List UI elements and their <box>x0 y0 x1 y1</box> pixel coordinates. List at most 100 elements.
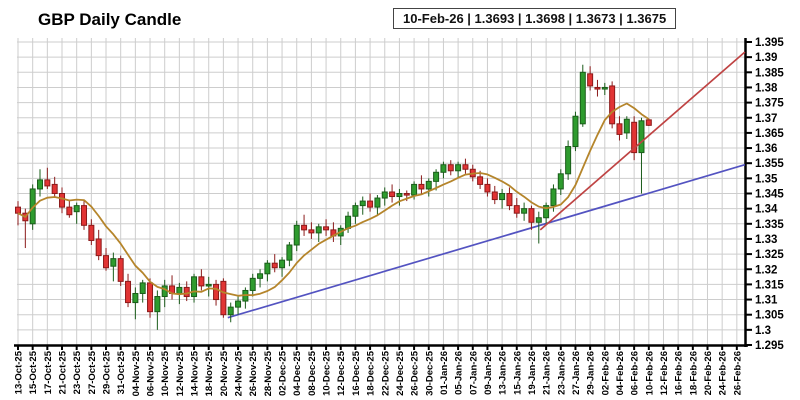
candle-down <box>81 205 88 226</box>
x-tick-label: 29-Oct-25 <box>102 350 113 394</box>
candle-down <box>484 183 491 193</box>
candle-up <box>623 118 630 134</box>
candle-up <box>293 224 300 246</box>
candle-down <box>15 206 21 214</box>
candle-up <box>205 283 212 287</box>
page-title: GBP Daily Candle <box>38 10 182 29</box>
candle-down <box>323 226 330 231</box>
candle-up <box>499 193 506 201</box>
candle-down <box>645 119 652 126</box>
candle-up <box>440 164 447 173</box>
candle-up <box>249 277 256 291</box>
x-tick-label: 04-Nov-25 <box>131 350 142 396</box>
x-tick-label: 04-Feb-26 <box>615 351 626 395</box>
candle-up <box>345 215 352 229</box>
y-tick-label: 1.375 <box>755 98 784 110</box>
x-tick-label: 07-Jan-26 <box>468 351 479 395</box>
candle-down <box>183 286 190 298</box>
candle-down <box>491 191 498 201</box>
candle-up <box>227 306 234 316</box>
x-tick-label: 19-Jan-26 <box>527 351 538 395</box>
x-tick-label: 22-Dec-25 <box>380 350 391 396</box>
candle-down <box>477 176 484 185</box>
x-tick-label: 16-Feb-26 <box>674 351 685 395</box>
ohlc-quote-box: 10-Feb-26 | 1.3693 | 1.3698 | 1.3673 | 1… <box>393 8 677 29</box>
candle-down <box>103 255 110 269</box>
candle-up <box>601 86 608 90</box>
candle-down <box>117 258 124 282</box>
candle-up <box>535 217 542 223</box>
candle-up <box>565 146 572 175</box>
x-tick-label: 27-Jan-26 <box>571 351 582 395</box>
x-tick-label: 05-Jan-26 <box>454 351 465 395</box>
y-tick-label: 1.37 <box>755 113 777 125</box>
candle-down <box>631 121 638 154</box>
candle-down <box>513 205 520 214</box>
x-tick-label: 27-Oct-25 <box>87 350 98 394</box>
x-tick-label: 12-Nov-25 <box>175 350 186 396</box>
trendline-resistance <box>539 51 746 231</box>
candle-down <box>616 123 623 135</box>
candle-down <box>147 282 154 313</box>
trendline-support <box>227 163 746 319</box>
x-tick-label: 24-Nov-25 <box>234 350 245 396</box>
candle-down <box>220 280 227 316</box>
x-tick-label: 10-Nov-25 <box>160 350 171 396</box>
candle-up <box>286 244 293 261</box>
y-tick-label: 1.355 <box>755 158 784 170</box>
x-tick-label: 15-Jan-26 <box>512 351 523 395</box>
x-tick-label: 24-Feb-26 <box>718 351 729 395</box>
candle-up <box>264 262 271 275</box>
x-tick-label: 06-Feb-26 <box>630 351 641 395</box>
candle-down <box>88 224 95 241</box>
x-tick-label: 14-Nov-25 <box>190 350 201 396</box>
x-tick-label: 23-Jan-26 <box>556 351 567 395</box>
candle-down <box>213 283 220 301</box>
candle-up <box>359 200 366 207</box>
y-tick-label: 1.3 <box>755 325 771 337</box>
x-tick-label: 13-Jan-26 <box>498 351 509 395</box>
x-tick-label: 06-Nov-25 <box>146 350 157 396</box>
candle-up <box>352 205 359 217</box>
candle-down <box>389 191 396 198</box>
y-tick-label: 1.34 <box>755 204 778 216</box>
x-tick-label: 30-Dec-25 <box>424 350 435 396</box>
candle-up <box>572 115 579 148</box>
x-tick-label: 12-Dec-25 <box>336 350 347 396</box>
candle-down <box>587 73 594 87</box>
candle-up <box>433 171 440 182</box>
x-tick-label: 20-Feb-26 <box>703 351 714 395</box>
candle-up <box>455 164 462 172</box>
y-tick-label: 1.32 <box>755 264 777 276</box>
candle-down <box>51 183 58 195</box>
candle-up <box>191 276 198 298</box>
candle-down <box>198 276 205 287</box>
x-tick-label: 13-Oct-25 <box>14 350 25 394</box>
x-tick-label: 26-Feb-26 <box>732 351 743 395</box>
y-tick-label: 1.395 <box>755 37 784 49</box>
candle-up <box>396 193 403 198</box>
x-tick-label: 02-Dec-25 <box>278 350 289 396</box>
y-tick-label: 1.305 <box>755 310 784 322</box>
candle-up <box>110 258 117 267</box>
candle-down <box>609 85 616 125</box>
candle-down <box>44 179 51 187</box>
y-tick-label: 1.31 <box>755 295 778 307</box>
x-tick-label: 26-Nov-25 <box>248 350 259 396</box>
x-tick-label: 04-Dec-25 <box>292 350 303 396</box>
x-tick-label: 10-Feb-26 <box>644 351 655 395</box>
candle-up <box>638 120 645 154</box>
candle-down <box>95 238 102 257</box>
x-tick-label: 21-Jan-26 <box>542 351 553 395</box>
x-tick-label: 18-Dec-25 <box>366 350 377 396</box>
candle-down <box>528 208 535 223</box>
y-tick-label: 1.33 <box>755 234 777 246</box>
candle-up <box>176 286 183 294</box>
y-tick-label: 1.325 <box>755 249 784 261</box>
x-tick-label: 28-Nov-25 <box>263 350 274 396</box>
moving-average-line <box>17 102 650 297</box>
x-tick-label: 02-Feb-26 <box>600 351 611 395</box>
candle-up <box>235 300 242 308</box>
candle-up <box>411 183 418 196</box>
